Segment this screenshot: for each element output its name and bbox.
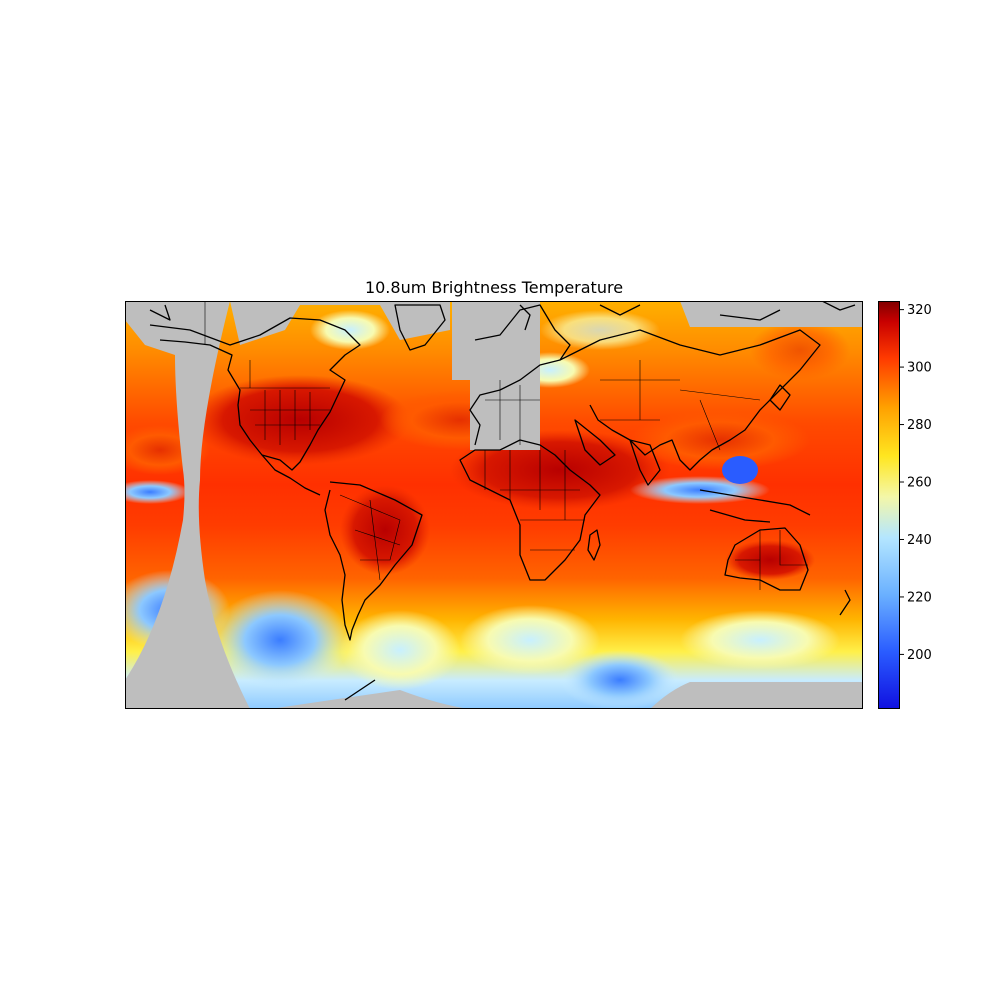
- colorbar-ticks: 200 220 240 260 280 300 320: [900, 303, 932, 663]
- colorbar-gradient: [878, 301, 900, 709]
- colorbar-tick-label: 280: [907, 418, 932, 433]
- colorbar-tick-label: 240: [907, 533, 932, 548]
- map-frame: [125, 301, 863, 709]
- coastlines: [149, 301, 856, 701]
- colorbar-tick-label: 320: [907, 303, 932, 318]
- country-borders: [204, 301, 808, 590]
- chart-title: 10.8um Brightness Temperature: [365, 278, 623, 297]
- cloud-regions: [125, 310, 850, 709]
- colorbar-tick-label: 260: [907, 476, 932, 491]
- colorbar-tick-label: 220: [907, 590, 932, 605]
- colorbar-tick-label: 300: [907, 361, 932, 376]
- map-area: [125, 301, 863, 709]
- colorbar-tick-label: 200: [907, 648, 932, 663]
- colorbar: 200 220 240 260 280 300 320: [878, 301, 932, 709]
- colorbar-frame: [878, 301, 900, 709]
